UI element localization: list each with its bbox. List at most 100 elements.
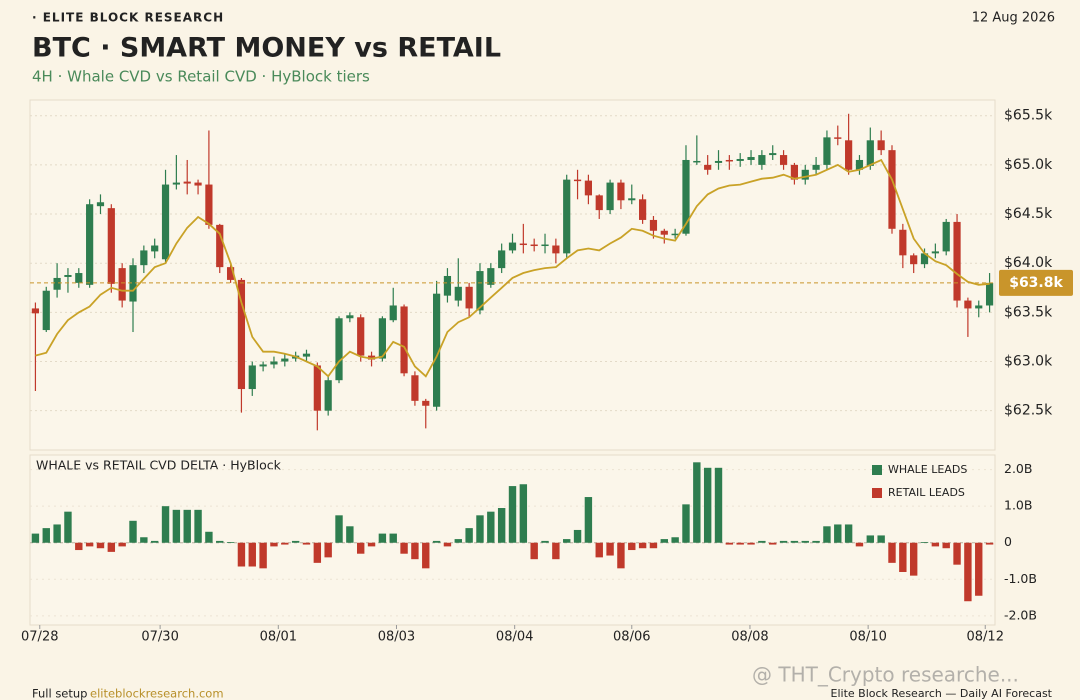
candle-body: [834, 137, 842, 139]
candle-body: [270, 361, 278, 365]
candle-body: [454, 286, 462, 301]
candle-body: [769, 153, 777, 156]
candle-body: [487, 268, 495, 285]
last-price-label: $63.8k: [1009, 275, 1063, 291]
bar: [790, 540, 799, 543]
bar: [302, 542, 311, 545]
bar: [899, 542, 907, 572]
chart-title: BTC · SMART MONEY vs RETAIL: [32, 33, 501, 64]
bar: [964, 542, 972, 602]
bar: [31, 533, 40, 543]
bar: [855, 542, 864, 547]
candle-body: [476, 271, 484, 311]
bar: [628, 542, 636, 551]
bar: [411, 542, 419, 560]
candle-body: [75, 273, 83, 283]
bar: [682, 504, 690, 543]
candle-body: [389, 305, 397, 321]
bar: [519, 484, 528, 543]
bar: [953, 542, 961, 565]
y-tick-label: $63.0k: [1004, 354, 1053, 370]
candle-body: [129, 265, 137, 302]
candle-body: [367, 355, 376, 360]
bar: [400, 542, 408, 554]
bar: [801, 540, 809, 543]
candle-body: [920, 253, 929, 265]
candle-body: [790, 164, 799, 180]
bar: [812, 540, 820, 543]
candle-body: [573, 179, 582, 182]
candle-body: [595, 195, 603, 211]
bar: [563, 539, 571, 543]
bar: [465, 528, 473, 543]
candle-body: [346, 315, 354, 319]
bar: [823, 526, 831, 543]
bar: [606, 542, 614, 556]
candle-body: [639, 199, 647, 220]
bar: [920, 542, 929, 543]
bar: [291, 540, 300, 543]
x-tick-label: 07/30: [141, 630, 178, 645]
bar: [161, 506, 170, 543]
bar: [693, 462, 701, 543]
candle-body: [910, 255, 918, 265]
bar: [53, 524, 61, 543]
moving-average: [35, 158, 990, 378]
x-tick-label: 08/10: [849, 630, 886, 645]
delta-title: WHALE vs RETAIL CVD DELTA · HyBlock: [36, 458, 282, 473]
bar: [367, 542, 376, 547]
bar: [107, 542, 116, 552]
candle-body: [205, 184, 213, 225]
candle-body: [899, 229, 907, 256]
bar: [194, 509, 202, 543]
candle-body: [563, 179, 571, 254]
candle-body: [736, 158, 744, 161]
bar: [844, 524, 853, 543]
candle-body: [313, 365, 321, 411]
bar: [140, 537, 148, 543]
bar: [205, 531, 213, 543]
candle-body: [823, 137, 831, 165]
candle-body: [714, 160, 723, 163]
footer-credit: Elite Block Research — Daily AI Forecast: [831, 687, 1053, 700]
x-tick-label: 08/06: [613, 630, 650, 645]
candle-body: [172, 182, 180, 185]
candle-body: [845, 140, 853, 170]
bar: [432, 540, 441, 543]
bar: [541, 540, 549, 543]
bar: [638, 542, 647, 549]
candle-body: [693, 160, 701, 163]
bar: [834, 524, 842, 543]
bar: [237, 542, 246, 567]
bar: [129, 520, 137, 543]
bar: [75, 542, 83, 551]
y-tick-label: 2.0B: [1004, 461, 1032, 476]
candle-body: [725, 159, 733, 162]
candle-body: [183, 181, 191, 184]
candle-body: [64, 275, 72, 277]
candle-body: [400, 306, 408, 374]
candle-body: [964, 300, 972, 309]
date: 12 Aug 2026: [972, 11, 1055, 26]
candle-body: [552, 245, 560, 254]
bar: [530, 542, 538, 560]
y-tick-label: $64.0k: [1004, 255, 1053, 271]
candle-body: [704, 164, 712, 170]
legend-label: WHALE LEADS: [888, 463, 967, 476]
bar: [714, 467, 723, 543]
candle-body: [530, 244, 538, 247]
chart-subtitle: 4H · Whale CVD vs Retail CVD · HyBlock t…: [32, 68, 370, 86]
candle-body: [779, 155, 788, 165]
footer-link[interactable]: eliteblockresearch.com: [90, 687, 224, 700]
candle-body: [953, 221, 961, 301]
y-tick-label: $62.5k: [1004, 403, 1053, 419]
bar: [497, 508, 506, 543]
bar: [324, 542, 332, 558]
candle-body: [237, 279, 246, 390]
candle-body: [617, 182, 625, 201]
y-tick-label: $63.5k: [1004, 304, 1053, 320]
bar: [389, 533, 397, 543]
bar: [942, 542, 950, 549]
candle-body: [855, 159, 864, 170]
y-tick-label: -2.0B: [1004, 607, 1037, 622]
